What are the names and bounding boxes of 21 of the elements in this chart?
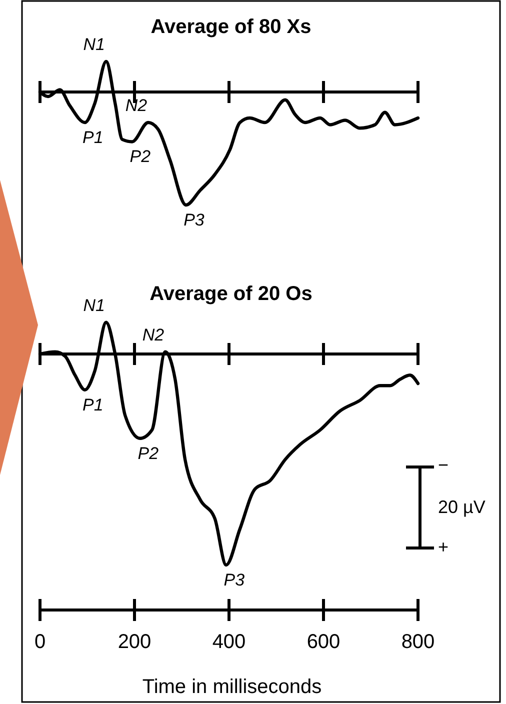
- chart-title: Average of 80 Xs: [150, 16, 312, 38]
- x-tick-label: 400: [212, 631, 246, 653]
- chart-title: Average of 20 Os: [150, 283, 312, 305]
- annotation: N1: [83, 296, 106, 315]
- x-axis-title: Time in milliseconds: [142, 676, 322, 698]
- annotation: P1: [82, 395, 104, 414]
- annotation: N2: [142, 325, 165, 344]
- annotation: N1: [83, 34, 106, 54]
- annotation: P3: [224, 570, 246, 590]
- x-tick-label: 600: [306, 631, 340, 653]
- x-tick-label: 200: [118, 631, 152, 653]
- annotation: P1: [82, 128, 104, 147]
- annotation: P3: [184, 210, 205, 230]
- x-tick-label: 0: [34, 631, 46, 653]
- annotation: P2: [138, 444, 160, 463]
- text: +: [438, 537, 449, 557]
- annotation: N2: [125, 96, 148, 115]
- annotation: P2: [130, 147, 152, 166]
- text: 20 µV: [438, 497, 486, 517]
- text: −: [438, 455, 449, 475]
- x-tick-label: 800: [401, 631, 435, 653]
